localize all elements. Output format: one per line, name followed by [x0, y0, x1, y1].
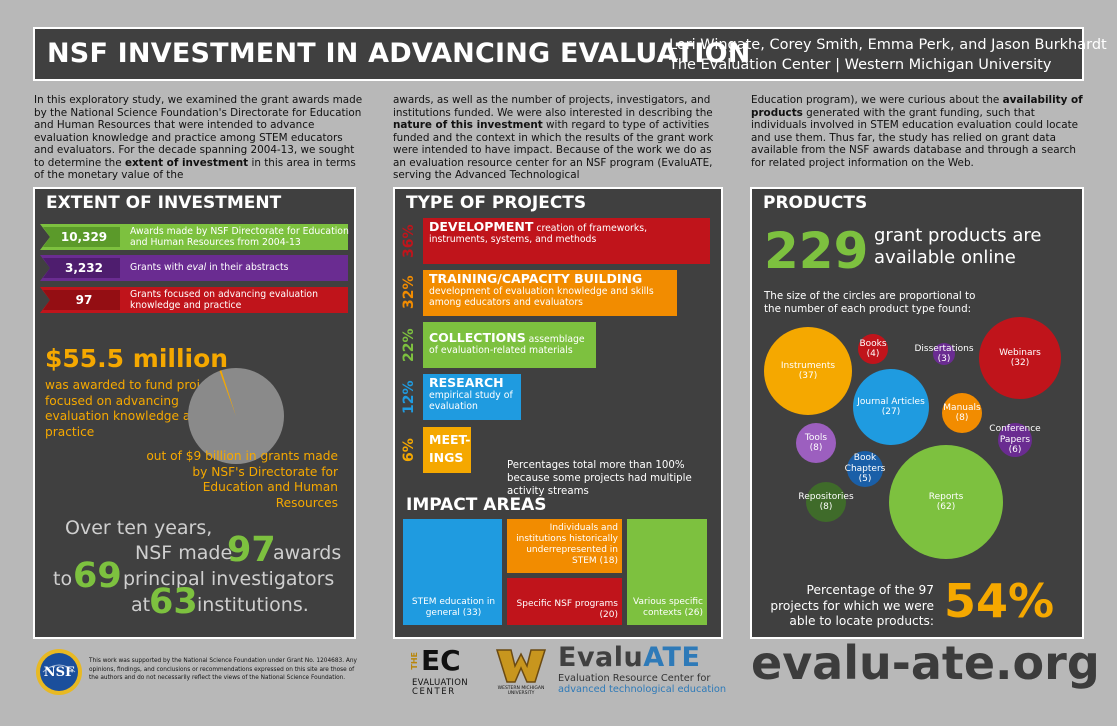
institutions-word: institutions. [197, 594, 309, 616]
circle-conference-papers: Conference Papers (6) [989, 423, 1041, 457]
authors: Lori Wingate, Corey Smith, Emma Perk, an… [669, 37, 1107, 53]
ribbon-eval-num: 3,232 [65, 261, 103, 275]
circle-book-chapters: Book Chapters (5) [845, 451, 885, 487]
pie-svg [188, 368, 284, 464]
to-text: to [53, 568, 73, 590]
circle-tools: Tools (8) [796, 423, 836, 463]
circle-dissertations: Dissertations (3) [914, 343, 974, 365]
awards-word: awards [273, 542, 342, 564]
circle-manuals: Manuals (8) [942, 393, 982, 433]
extent-title: EXTENT OF INVESTMENT [46, 193, 282, 213]
bar-research: RESEARCH empirical study of evaluation [423, 374, 521, 420]
bar-training: TRAINING/CAPACITY BUILDING development of… [423, 270, 677, 316]
circle-books: Books (4) [858, 334, 888, 364]
pct-research: 12% [401, 380, 417, 414]
circle-repositories: Repositories (8) [798, 482, 854, 522]
ribbon-green-shape [40, 224, 348, 250]
bar-meetings: MEET- INGS [423, 427, 471, 473]
extent-panel: EXTENT OF INVESTMENT 10,329 Awards made … [33, 187, 356, 639]
types-title: TYPE OF PROJECTS [406, 193, 587, 213]
impact-underrepresented: Individuals and institutions historicall… [507, 519, 622, 573]
awards-number: 97 [227, 530, 276, 570]
percentages-note: Percentages total more than 100% because… [507, 460, 692, 497]
products-pct-label: Percentage of the 97 projects for which … [770, 583, 934, 628]
poster-title: NSF INVESTMENT IN ADVANCING EVALUATION [47, 38, 751, 69]
impact-nsf-programs: Specific NSF programs (20) [507, 578, 622, 625]
products-title: PRODUCTS [763, 193, 868, 213]
pct-meetings: 6% [401, 438, 417, 462]
pi-word: principal investigators [123, 568, 335, 590]
pie-eval-slice [219, 370, 236, 416]
pct-collections: 22% [401, 328, 417, 362]
money-subtitle: was awarded to fund projects focused on … [45, 378, 226, 439]
circle-webinars: Webinars (32) [979, 317, 1061, 399]
impact-various: Various specific contexts (26) [627, 519, 707, 625]
pi-number: 69 [73, 556, 122, 596]
website-url[interactable]: evalu-ate.org [751, 636, 1100, 690]
evaluate-logo: EvaluATE Evaluation Resource Center for … [558, 642, 727, 695]
pct-development: 36% [401, 224, 417, 259]
svg-text:NSF: NSF [44, 665, 75, 680]
nsf-globe-icon: NSF [36, 649, 82, 695]
nsf-made-text: NSF made [135, 542, 233, 564]
impact-stem: STEM education in general (33) [403, 519, 502, 625]
intro-column-1: In this exploratory study, we examined t… [34, 94, 363, 181]
wmu-logo: WESTERN MICHIGAN UNIVERSITY [493, 646, 549, 698]
institutions-number: 63 [149, 582, 198, 622]
ribbon-purple-shape [40, 255, 348, 281]
ribbon-awards-label: Awards made by NSF Directorate for Educa… [130, 226, 349, 248]
ribbon-eval-label: Grants with eval in their abstracts [130, 262, 289, 273]
money-amount: $55.5 million [45, 344, 229, 373]
impact-title: IMPACT AREAS [406, 495, 547, 515]
intro-column-3: Education program), we were curious abou… [751, 94, 1083, 169]
products-panel: PRODUCTS 229 grant products are availabl… [750, 187, 1084, 639]
products-count: 229 [764, 222, 869, 280]
circle-size-note: The size of the circles are proportional… [764, 290, 976, 315]
nsf-logo: NSF [35, 648, 83, 696]
wmu-w-icon [495, 649, 547, 683]
ribbon-awards: 10,329 Awards made by NSF Directorate fo… [40, 224, 349, 250]
ribbon-focused-num: 97 [75, 293, 93, 307]
circle-journal-articles: Journal Articles (27) [853, 369, 929, 445]
ribbon-awards-num: 10,329 [60, 230, 108, 244]
funding-disclaimer: This work was supported by the National … [89, 658, 357, 681]
evaluation-center-logo: THE EC EVALUATION CENTER [410, 644, 468, 697]
ten-years-text: Over ten years, [65, 517, 213, 539]
types-panel: TYPE OF PROJECTS 36% DEVELOPMENT creatio… [393, 187, 723, 639]
at-text: at [131, 594, 151, 616]
bar-development: DEVELOPMENT creation of frameworks, inst… [423, 218, 710, 264]
circle-instruments: Instruments (37) [764, 327, 852, 415]
products-count-label: grant products are available online [874, 225, 1042, 268]
bar-collections: COLLECTIONS assemblage of evaluation-rel… [423, 322, 596, 368]
ribbon-focused-label: Grants focused on advancing evaluation k… [130, 289, 319, 311]
header-banner: NSF INVESTMENT IN ADVANCING EVALUATION L… [33, 27, 1107, 81]
pct-training: 32% [401, 275, 417, 310]
intro-column-2: awards, as well as the number of project… [393, 94, 714, 181]
ribbon-focused: 97 Grants focused on advancing evaluatio… [40, 287, 348, 313]
circle-reports: Reports (62) [889, 445, 1003, 559]
budget-pie [186, 366, 286, 470]
authors-block: Lori Wingate, Corey Smith, Emma Perk, an… [669, 35, 1107, 75]
affiliation: The Evaluation Center | Western Michigan… [669, 57, 1052, 73]
products-pct: 54% [944, 574, 1055, 628]
ribbon-red-shape [40, 287, 348, 313]
out-of-text: out of $9 billion in grants made by NSF'… [146, 449, 338, 510]
ribbon-eval: 3,232 Grants with eval in their abstract… [40, 255, 348, 281]
